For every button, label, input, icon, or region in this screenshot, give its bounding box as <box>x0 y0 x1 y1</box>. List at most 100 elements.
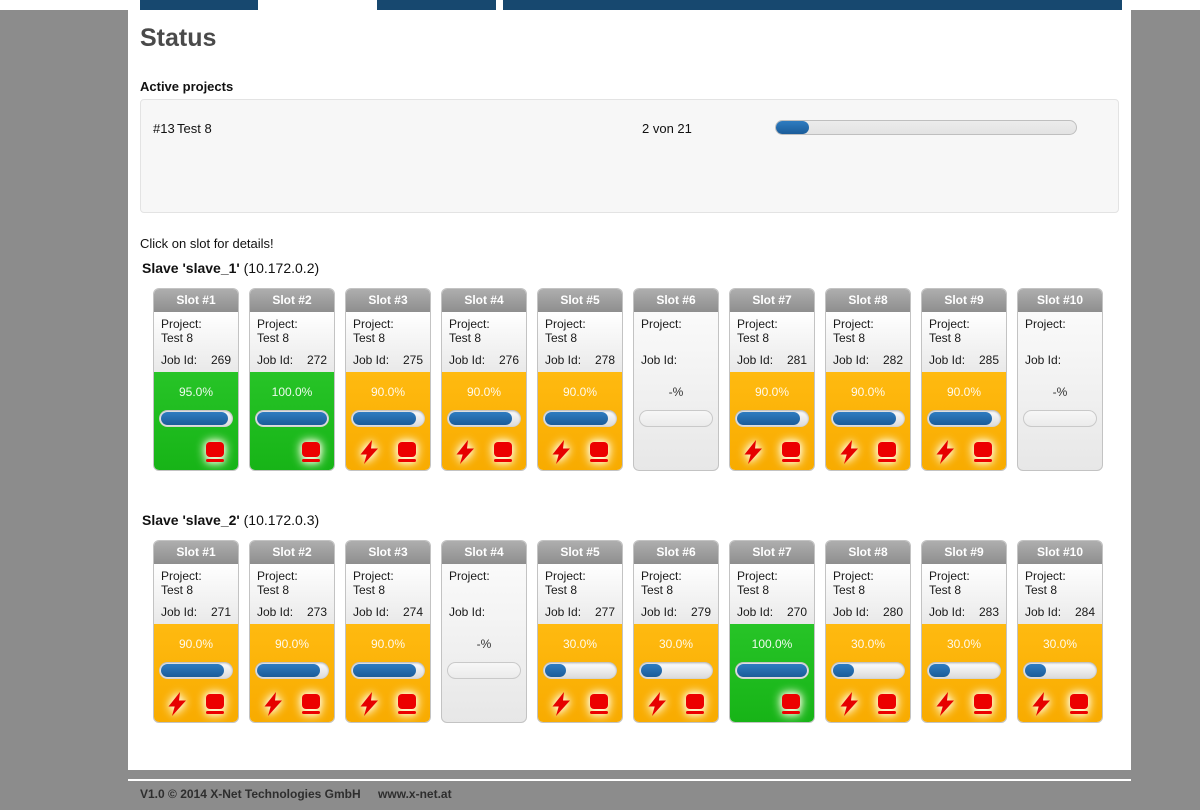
bolt-wrap[interactable] <box>260 691 286 722</box>
job-label: Job Id: <box>737 605 774 619</box>
slot-progress-fill <box>161 412 228 425</box>
bolt-wrap[interactable] <box>548 691 574 722</box>
emergency-stop-icon <box>398 694 416 714</box>
footer-divider <box>128 779 1131 781</box>
slot-title: Slot #3 <box>346 541 430 564</box>
slot-icons-row <box>260 439 324 470</box>
slot-card[interactable]: Slot #8 Project: Test 8 Job Id: 282 90.0… <box>825 288 911 471</box>
stop-wrap[interactable] <box>586 691 612 722</box>
stop-wrap[interactable] <box>874 691 900 722</box>
slot-card[interactable]: Slot #10 Project: Test 8 Job Id: 284 30.… <box>1017 540 1103 723</box>
stop-wrap[interactable] <box>394 691 420 722</box>
slot-card[interactable]: Slot #10 Project: Job Id: -% <box>1017 288 1103 471</box>
stop-wrap[interactable] <box>202 691 228 722</box>
nav-tab-2[interactable] <box>377 0 496 10</box>
slot-percent: 30.0% <box>658 637 694 651</box>
slot-card[interactable]: Slot #8 Project: Test 8 Job Id: 280 30.0… <box>825 540 911 723</box>
slave-1-name: Slave 'slave_1' <box>142 260 240 276</box>
bolt-wrap[interactable] <box>932 439 958 470</box>
job-label: Job Id: <box>161 605 198 619</box>
slot-card[interactable]: Slot #4 Project: Test 8 Job Id: 276 90.0… <box>441 288 527 471</box>
stop-wrap[interactable] <box>586 439 612 470</box>
bolt-wrap[interactable] <box>356 439 382 470</box>
slot-icons-row <box>740 439 804 470</box>
slot-body: Project: Test 8 Job Id: 285 <box>922 312 1006 372</box>
project-name: Test 8 <box>177 121 212 136</box>
job-label: Job Id: <box>641 605 678 619</box>
nav-bar[interactable] <box>503 0 1122 10</box>
slot-card[interactable]: Slot #6 Project: Job Id: -% <box>633 288 719 471</box>
nav-tab-1[interactable] <box>140 0 258 10</box>
slot-percent: 30.0% <box>946 637 982 651</box>
slot-card[interactable]: Slot #7 Project: Test 8 Job Id: 281 90.0… <box>729 288 815 471</box>
slot-project-name: Test 8 <box>449 331 482 345</box>
slot-percent: 90.0% <box>466 385 502 399</box>
slot-card[interactable]: Slot #2 Project: Test 8 Job Id: 273 90.0… <box>249 540 335 723</box>
bolt-wrap[interactable] <box>836 691 862 722</box>
bolt-wrap[interactable] <box>164 691 190 722</box>
slot-card[interactable]: Slot #3 Project: Test 8 Job Id: 274 90.0… <box>345 540 431 723</box>
job-label: Job Id: <box>545 605 582 619</box>
stop-wrap[interactable] <box>778 439 804 470</box>
slot-title: Slot #7 <box>730 541 814 564</box>
slot-card[interactable]: Slot #6 Project: Test 8 Job Id: 279 30.0… <box>633 540 719 723</box>
slot-title: Slot #2 <box>250 289 334 312</box>
bolt-wrap[interactable] <box>932 691 958 722</box>
slot-progress-section: 100.0% <box>250 372 334 470</box>
slot-body: Project: Test 8 Job Id: 271 <box>154 564 238 624</box>
footer-website-link[interactable]: www.x-net.at <box>378 787 452 801</box>
stop-wrap[interactable] <box>778 691 804 722</box>
stop-wrap[interactable] <box>490 439 516 470</box>
slot-progress-bar <box>351 410 425 427</box>
slot-progress-bar <box>159 410 233 427</box>
stop-wrap[interactable] <box>202 439 228 470</box>
stop-wrap[interactable] <box>970 691 996 722</box>
slot-card[interactable]: Slot #9 Project: Test 8 Job Id: 283 30.0… <box>921 540 1007 723</box>
slot-percent: 95.0% <box>178 385 214 399</box>
stop-wrap[interactable] <box>1066 691 1092 722</box>
slot-card[interactable]: Slot #5 Project: Test 8 Job Id: 277 30.0… <box>537 540 623 723</box>
stop-wrap[interactable] <box>298 439 324 470</box>
job-label: Job Id: <box>833 605 870 619</box>
slot-project-name: Test 8 <box>737 331 770 345</box>
slot-progress-bar <box>543 410 617 427</box>
bolt-wrap[interactable] <box>1028 691 1054 722</box>
bolt-wrap[interactable] <box>356 691 382 722</box>
slot-card[interactable]: Slot #7 Project: Test 8 Job Id: 270 100.… <box>729 540 815 723</box>
bolt-wrap[interactable] <box>548 439 574 470</box>
job-label: Job Id: <box>449 353 486 367</box>
slot-card[interactable]: Slot #1 Project: Test 8 Job Id: 269 95.0… <box>153 288 239 471</box>
slot-card[interactable]: Slot #1 Project: Test 8 Job Id: 271 90.0… <box>153 540 239 723</box>
slot-card[interactable]: Slot #2 Project: Test 8 Job Id: 272 100.… <box>249 288 335 471</box>
slot-progress-section: 95.0% <box>154 372 238 470</box>
job-label: Job Id: <box>641 353 678 367</box>
slot-project-name: Test 8 <box>545 583 578 597</box>
stop-wrap[interactable] <box>682 691 708 722</box>
slot-card[interactable]: Slot #5 Project: Test 8 Job Id: 278 90.0… <box>537 288 623 471</box>
slot-progress-fill <box>353 664 416 677</box>
bolt-wrap[interactable] <box>644 691 670 722</box>
stop-wrap[interactable] <box>874 439 900 470</box>
job-label: Job Id: <box>353 605 390 619</box>
slot-percent: 90.0% <box>946 385 982 399</box>
slot-progress-fill <box>929 664 950 677</box>
slave-2-header: Slave 'slave_2' (10.172.0.3) <box>142 512 319 528</box>
bolt-wrap[interactable] <box>740 439 766 470</box>
slot-title: Slot #5 <box>538 541 622 564</box>
slot-card[interactable]: Slot #3 Project: Test 8 Job Id: 275 90.0… <box>345 288 431 471</box>
slot-progress-bar <box>831 662 905 679</box>
slot-body: Project: Job Id: <box>442 564 526 624</box>
slot-card[interactable]: Slot #4 Project: Job Id: -% <box>441 540 527 723</box>
slot-progress-section: 90.0% <box>442 372 526 470</box>
lightning-icon <box>840 692 858 716</box>
stop-wrap[interactable] <box>970 439 996 470</box>
project-label: Project: <box>929 317 970 331</box>
slot-title: Slot #6 <box>634 289 718 312</box>
stop-wrap[interactable] <box>394 439 420 470</box>
bolt-wrap[interactable] <box>452 439 478 470</box>
job-label: Job Id: <box>833 353 870 367</box>
stop-wrap[interactable] <box>298 691 324 722</box>
bolt-wrap[interactable] <box>836 439 862 470</box>
active-projects-panel: #13 Test 8 2 von 21 <box>140 99 1119 213</box>
slot-card[interactable]: Slot #9 Project: Test 8 Job Id: 285 90.0… <box>921 288 1007 471</box>
